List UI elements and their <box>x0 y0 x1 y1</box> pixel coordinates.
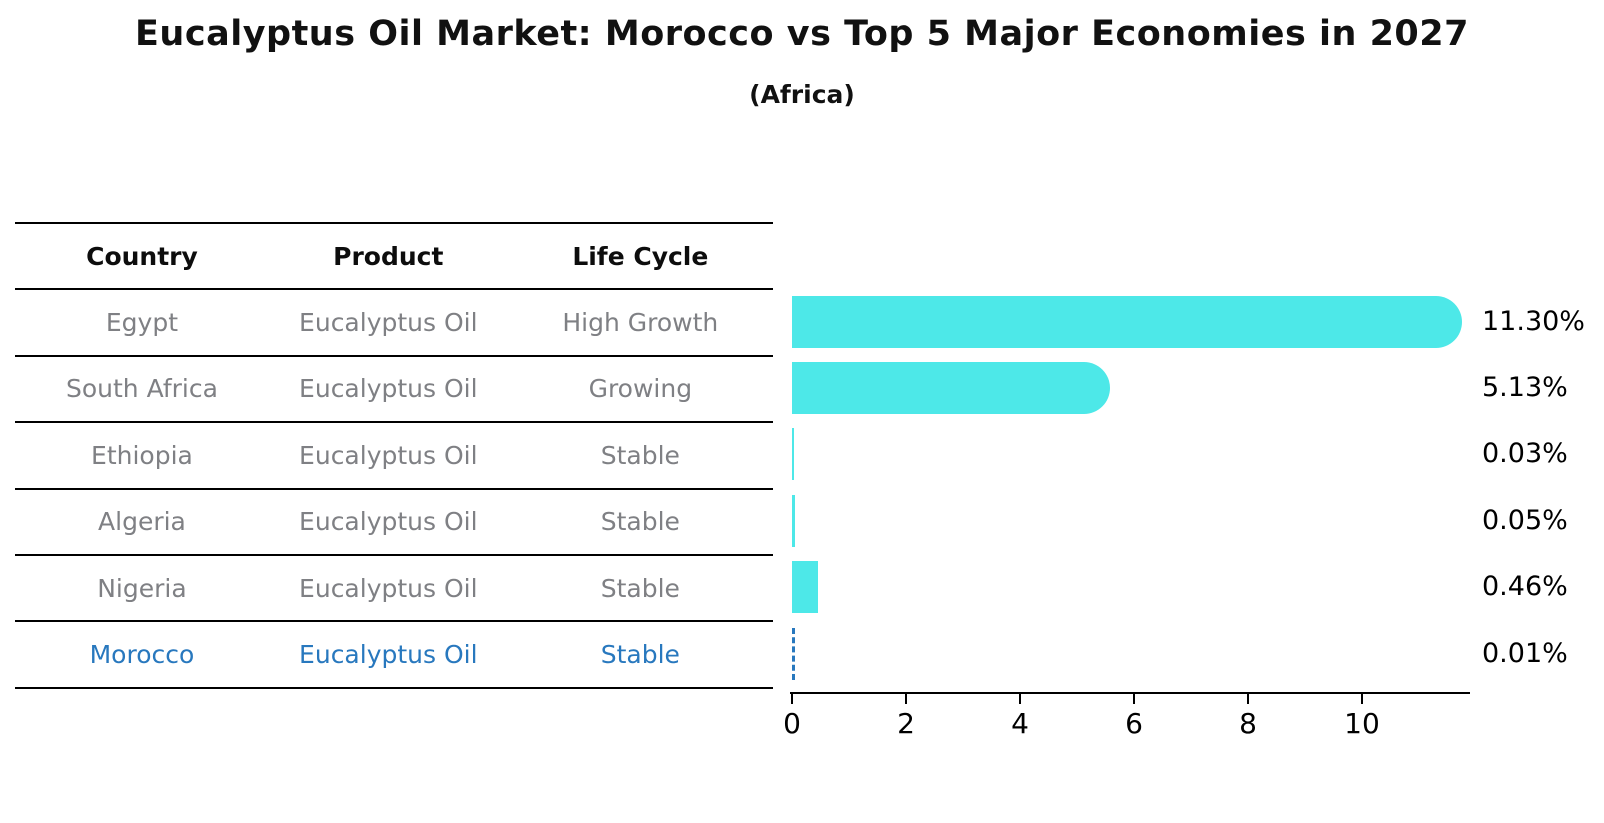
value-label-ethiopia: 0.03% <box>1482 438 1568 470</box>
column-header-product: Product <box>333 241 444 271</box>
bar-ethiopia <box>792 428 794 481</box>
x-tick-mark-10 <box>1361 694 1363 704</box>
cell-country: Egypt <box>105 308 179 338</box>
value-label-south-africa: 5.13% <box>1482 372 1568 403</box>
bar-nigeria <box>792 561 818 614</box>
x-tick-label-2: 2 <box>897 707 915 740</box>
cell-product: Eucalyptus Oil <box>299 573 478 603</box>
cell-life-cycle: Stable <box>600 440 680 470</box>
table-header-row: Country Product Life Cycle <box>15 224 773 291</box>
x-tick-mark-2 <box>905 694 907 704</box>
table-row-south-africa: South Africa Eucalyptus Oil Growing <box>15 357 773 424</box>
cell-life-cycle: Stable <box>600 640 680 670</box>
cell-country: South Africa <box>66 374 218 404</box>
country-table: Country Product Life Cycle Egypt Eucalyptus… <box>15 222 773 689</box>
table-row-algeria: Algeria Eucalyptus Oil Stable <box>15 490 773 556</box>
bar-south-africa <box>792 362 1110 414</box>
cell-life-cycle: Growing <box>588 374 693 404</box>
x-tick-label-8: 8 <box>1239 707 1257 740</box>
cell-product: Eucalyptus Oil <box>299 308 478 338</box>
cell-product: Eucalyptus Oil <box>299 374 478 404</box>
x-tick-mark-6 <box>1133 694 1135 704</box>
value-label-egypt: 11.30% <box>1482 305 1585 337</box>
x-tick-label-10: 10 <box>1344 707 1380 740</box>
cell-product: Eucalyptus Oil <box>299 507 478 537</box>
value-label-algeria: 0.05% <box>1482 504 1568 536</box>
column-header-country: Country <box>86 241 198 271</box>
cell-product: Eucalyptus Oil <box>299 640 478 670</box>
cell-country: Ethiopia <box>91 440 193 470</box>
cell-country: Morocco <box>89 640 195 670</box>
column-header-life-cycle: Life Cycle <box>572 241 709 271</box>
table-row-ethiopia: Ethiopia Eucalyptus Oil Stable <box>15 423 773 490</box>
cell-country: Algeria <box>98 507 186 537</box>
x-tick-label-6: 6 <box>1125 707 1143 740</box>
bar-morocco <box>792 627 795 680</box>
x-tick-label-4: 4 <box>1011 707 1029 740</box>
cell-life-cycle: Stable <box>600 573 680 603</box>
value-label-nigeria: 0.46% <box>1482 571 1568 603</box>
table-row-nigeria: Nigeria Eucalyptus Oil Stable <box>15 556 773 623</box>
x-axis-line <box>790 692 1470 694</box>
x-tick-mark-0 <box>791 694 793 704</box>
table-row-egypt: Egypt Eucalyptus Oil High Growth <box>15 290 773 357</box>
chart-subtitle: (Africa) <box>749 80 855 109</box>
x-tick-label-0: 0 <box>783 707 801 740</box>
cell-life-cycle: Stable <box>600 507 680 537</box>
x-tick-mark-8 <box>1247 694 1249 704</box>
cell-life-cycle: High Growth <box>562 308 719 338</box>
cell-country: Nigeria <box>97 573 187 603</box>
chart-title: Eucalyptus Oil Market: Morocco vs Top 5 … <box>135 14 1469 54</box>
table-row-morocco: Morocco Eucalyptus Oil Stable <box>15 622 773 689</box>
bar-algeria <box>792 494 795 547</box>
value-label-morocco: 0.01% <box>1482 637 1568 669</box>
x-tick-mark-4 <box>1019 694 1021 704</box>
bar-egypt <box>792 295 1462 348</box>
cell-product: Eucalyptus Oil <box>299 440 478 470</box>
